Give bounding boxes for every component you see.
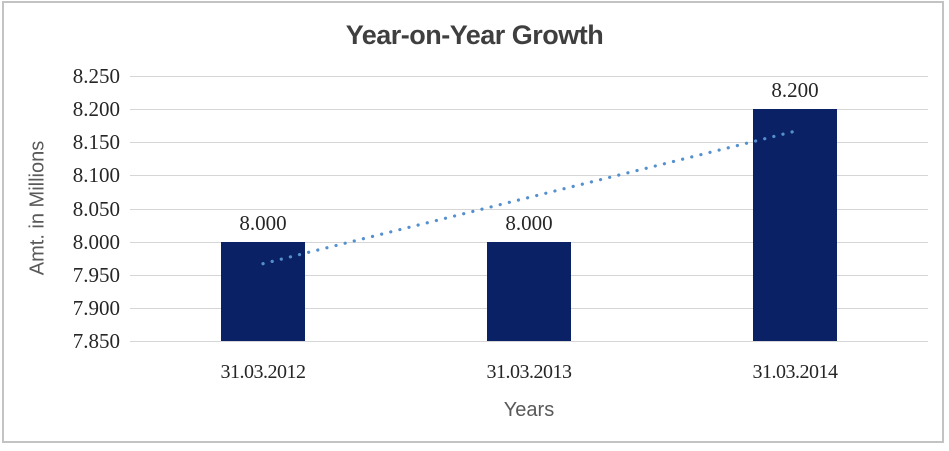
- x-tick-label: 31.03.2013: [486, 361, 573, 383]
- y-tick-label: 7.950: [72, 262, 120, 287]
- bar-value-label: 8.000: [239, 210, 287, 235]
- y-tick-label: 7.850: [72, 329, 120, 353]
- gridline: [130, 341, 928, 342]
- gridline: [130, 208, 928, 210]
- bar: [753, 109, 837, 341]
- trendline: [261, 129, 797, 266]
- bar-value-label: 8.200: [771, 78, 819, 103]
- x-tick-label: 31.03.2014: [752, 361, 839, 383]
- bar: [487, 241, 571, 341]
- y-tick-label: 8.250: [72, 64, 120, 88]
- y-tick-label: 8.100: [72, 163, 120, 188]
- gridline: [130, 175, 928, 177]
- bar-value-label: 8.000: [505, 210, 553, 235]
- plot-area: 8.000 8.000 8.200: [130, 76, 928, 342]
- gridline: [130, 76, 928, 77]
- gridline: [130, 142, 928, 144]
- y-tick-label: 7.900: [72, 295, 120, 320]
- x-axis-title: Years: [503, 399, 555, 421]
- gridline: [130, 109, 928, 111]
- y-tick-label: 8.000: [72, 229, 120, 254]
- y-tick-label: 8.150: [72, 130, 120, 155]
- x-tick-label: 31.03.2012: [220, 361, 307, 383]
- y-tick-label: 8.050: [72, 196, 120, 221]
- chart-title: Year-on-Year Growth: [345, 20, 604, 50]
- y-tick-label: 8.200: [72, 97, 120, 122]
